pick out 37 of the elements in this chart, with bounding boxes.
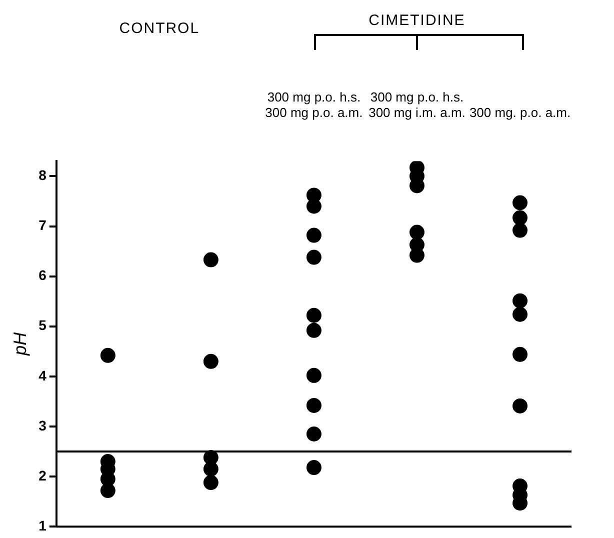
y-tick-label: 1: [38, 517, 47, 534]
x-tick-label: 300 mg p.o. h.s. 300 mg i.m. a.m.: [368, 89, 466, 120]
point: [100, 348, 116, 363]
point: [203, 252, 218, 268]
point: [512, 306, 528, 322]
y-tick-label: 6: [38, 267, 47, 284]
point: [306, 188, 322, 203]
point: [306, 228, 322, 243]
text: CONTROL: [119, 20, 200, 37]
y-tick-label: 4: [38, 367, 47, 384]
y-tick-label: 3: [38, 417, 47, 434]
point: [512, 293, 528, 308]
y-tick-label: 8: [38, 167, 47, 184]
text: CIMETIDINE: [368, 12, 466, 29]
point: [512, 195, 528, 210]
x-tick-label: 300 mg. p.o. a.m.: [469, 104, 571, 120]
point: [203, 475, 218, 490]
point: [306, 398, 322, 413]
y-tick-label: 2: [38, 467, 47, 484]
point: [306, 368, 322, 383]
point: [512, 210, 528, 226]
point: [306, 426, 322, 442]
point: [409, 224, 424, 240]
point: [306, 460, 322, 476]
y-tick-label: 5: [38, 317, 47, 334]
point: [306, 250, 322, 265]
point: [512, 346, 528, 362]
x-tick-label: 300 mg p.o. h.s. 300 mg p.o. a.m.: [265, 89, 363, 120]
point: [203, 450, 218, 466]
point: [306, 308, 322, 323]
point: [306, 322, 322, 338]
point: [409, 237, 424, 252]
y-tick-label: 7: [38, 217, 47, 234]
point: [512, 222, 528, 238]
y-axis-title: pH: [10, 331, 30, 356]
point: [512, 398, 528, 414]
point: [203, 354, 218, 369]
